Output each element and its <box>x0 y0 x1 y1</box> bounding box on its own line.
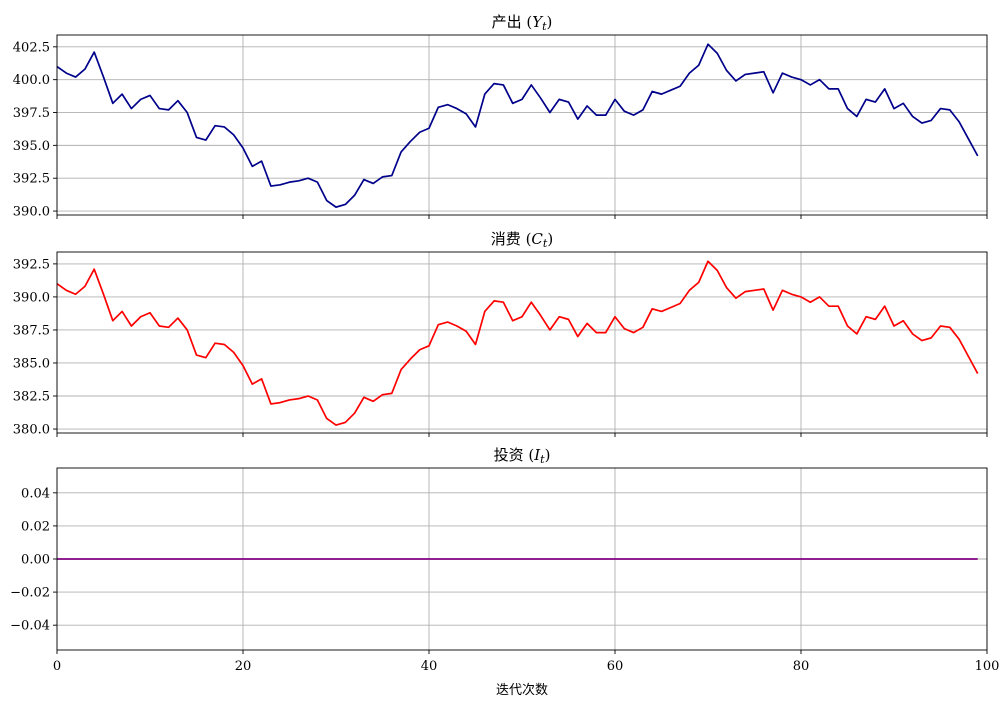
chart-1-ytick-label-3: 387.5 <box>13 323 50 338</box>
chart-1-ytick-label-4: 390.0 <box>13 290 50 305</box>
chart-0-ytick-label-4: 400.0 <box>13 73 50 88</box>
chart-2-xtick-label-3: 60 <box>607 659 624 674</box>
chart-2-ytick-label-1: −0.02 <box>10 586 50 601</box>
chart-2-xlabel: 迭代次数 <box>496 682 548 698</box>
chart-2-xtick-label-2: 40 <box>421 659 438 674</box>
chart-1-ytick-label-0: 380.0 <box>13 423 50 438</box>
chart-1-series-line <box>56 260 979 426</box>
chart-1-axes-frame <box>56 251 988 434</box>
chart-2-xtick-label-4: 80 <box>793 659 810 674</box>
chart-2-ytick-label-3: 0.02 <box>21 519 50 534</box>
chart-2-ytick-label-4: 0.04 <box>21 486 50 501</box>
chart-1: 380.0 382.5 385.0 387.5 390.0 392.5 消费 (Ct) <box>13 230 988 438</box>
chart-2: −0.04 −0.02 0.00 0.02 0.04 0 20 40 60 80 100 投资 (It… <box>10 446 999 698</box>
chart-1-title: 消费 (Ct) <box>491 230 553 250</box>
chart-0-axes-frame <box>56 34 988 216</box>
chart-0-ytick-label-3: 397.5 <box>13 106 50 121</box>
chart-2-ytick-label-2: 0.00 <box>21 553 50 568</box>
chart-0: 390.0 392.5 395.0 397.5 400.0 402.5 产出 (Yt) <box>13 13 988 220</box>
chart-1-ytick-label-2: 385.0 <box>13 356 50 371</box>
chart-2-ytick-label-0: −0.04 <box>10 619 50 634</box>
chart-2-title: 投资 (It) <box>494 446 551 466</box>
chart-1-ytick-label-1: 382.5 <box>13 390 50 405</box>
chart-0-series-line <box>56 43 979 208</box>
chart-0-title: 产出 (Yt) <box>492 13 553 33</box>
chart-0-ytick-label-1: 392.5 <box>13 172 50 187</box>
chart-0-ytick-label-0: 390.0 <box>13 205 50 220</box>
chart-2-xtick-label-0: 0 <box>53 659 61 674</box>
chart-0-ytick-label-2: 395.0 <box>13 139 50 154</box>
chart-2-xtick-label-1: 20 <box>235 659 252 674</box>
chart-2-xtick-label-5: 100 <box>975 659 1000 674</box>
chart-0-ytick-label-5: 402.5 <box>13 40 50 55</box>
chart-1-ytick-label-5: 392.5 <box>13 257 50 272</box>
